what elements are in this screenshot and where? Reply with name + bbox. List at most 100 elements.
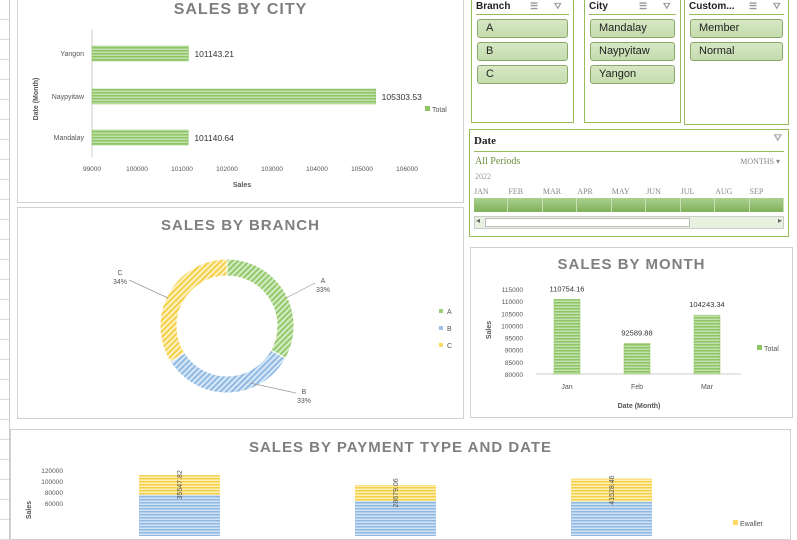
data-label: 28679.06 <box>393 478 400 507</box>
customer-type-slicer[interactable]: Custom... ☰ ⛛ Member Normal <box>684 0 789 125</box>
data-label: 110754.16 <box>550 284 585 293</box>
x-tick-label: Mar <box>701 384 714 391</box>
timeline-month[interactable]: MAR <box>542 187 562 196</box>
timeline-period: All Periods <box>475 156 521 167</box>
bar <box>91 45 189 62</box>
data-label: 105303.53 <box>382 92 422 102</box>
category-label: Naypyitaw <box>52 94 85 101</box>
slicer-item[interactable]: B <box>477 42 568 61</box>
timeline-selection-bar[interactable] <box>474 198 784 212</box>
timeline-month-bar[interactable] <box>715 198 750 212</box>
clear-filter-icon[interactable]: ⛛ <box>773 133 782 144</box>
donut-slice <box>159 258 228 363</box>
sales-by-payment-chart[interactable]: SALES BY PAYMENT TYPE AND DATE 60000 8000… <box>10 429 791 540</box>
timeline-month[interactable]: JAN <box>474 187 489 196</box>
scroll-left-icon[interactable]: ◂ <box>476 216 481 225</box>
city-slicer[interactable]: City ☰ ⛛ Mandalay Naypyitaw Yangon <box>584 0 681 123</box>
data-label: 35547.82 <box>177 470 184 499</box>
slice-percent-label: 33% <box>297 398 311 405</box>
clear-filter-icon[interactable]: ⛛ <box>663 1 671 11</box>
data-label: 101143.21 <box>194 49 234 59</box>
sales-by-city-chart[interactable]: SALES BY CITY Yangon 101143.21 Naypyitaw 10… <box>17 0 464 203</box>
y-tick-label: 100000 <box>41 479 63 486</box>
timeline-year: 2022 <box>475 172 491 181</box>
timeline-month-bar[interactable] <box>750 198 784 212</box>
data-label: 41528.46 <box>609 475 616 504</box>
y-tick-label: 80000 <box>505 372 523 379</box>
x-tick-label: 106000 <box>396 166 418 173</box>
timeline-month[interactable]: AUG <box>715 187 733 196</box>
x-tick-label: Jan <box>561 384 572 391</box>
sales-by-branch-chart[interactable]: SALES BY BRANCH A 33% A B 33% B C 34% C <box>17 207 464 419</box>
x-axis-title: Date (Month) <box>618 403 661 410</box>
legend-swatch <box>439 326 443 330</box>
timeline-month-bar[interactable] <box>508 198 543 212</box>
timeline-month[interactable]: APR <box>577 187 593 196</box>
donut-slice <box>226 258 295 359</box>
y-tick-label: 95000 <box>505 336 523 343</box>
timeline-month-bar[interactable] <box>681 198 716 212</box>
y-tick-label: 120000 <box>41 468 63 475</box>
legend-swatch <box>733 520 738 525</box>
date-timeline[interactable]: Date ⛛ All Periods MONTHS ▾ 2022 JAN FEB M… <box>469 129 789 237</box>
x-tick-label: 105000 <box>351 166 373 173</box>
y-tick-label: 60000 <box>45 501 63 508</box>
multi-select-icon[interactable]: ☰ <box>639 1 648 11</box>
clear-filter-icon[interactable]: ⛛ <box>773 1 781 11</box>
slicer-item[interactable]: C <box>477 65 568 84</box>
legend-swatch <box>425 106 430 111</box>
timeline-month-bar[interactable] <box>543 198 578 212</box>
slice-percent-label: 33% <box>316 287 330 294</box>
timeline-month[interactable]: JUL <box>680 187 695 196</box>
slice-category-label: C <box>117 270 122 277</box>
bar-segment <box>139 494 220 536</box>
sales-by-month-chart[interactable]: SALES BY MONTH 80000 85000 90000 95000 10000… <box>470 247 793 418</box>
city-plot: Yangon 101143.21 Naypyitaw 105303.53 Mandala… <box>33 29 447 189</box>
slicer-title: Custom... <box>689 1 735 12</box>
timeline-month-bar[interactable] <box>612 198 647 212</box>
category-label: Yangon <box>60 51 84 58</box>
leader-line <box>249 382 297 394</box>
timeline-month-bar[interactable] <box>646 198 681 212</box>
multi-select-icon[interactable]: ☰ <box>749 1 758 11</box>
x-tick-label: 102000 <box>216 166 238 173</box>
slicer-item[interactable]: Mandalay <box>590 19 675 38</box>
timeline-month[interactable]: FEB <box>508 187 524 196</box>
bar-segment <box>571 501 652 536</box>
timeline-month[interactable]: JUN <box>646 187 661 196</box>
legend-label: Ewallet <box>740 521 763 528</box>
timeline-scrollbar[interactable]: ◂ ▸ <box>474 216 784 229</box>
multi-select-icon[interactable]: ☰ <box>530 1 539 11</box>
bar <box>693 314 721 375</box>
scroll-right-icon[interactable]: ▸ <box>777 216 782 225</box>
timeline-month[interactable]: MAY <box>611 187 630 196</box>
y-tick-label: 100000 <box>501 323 523 330</box>
data-label: 92589.88 <box>621 328 652 337</box>
slicer-item[interactable]: Naypyitaw <box>590 42 675 61</box>
slicer-item[interactable]: A <box>477 19 568 38</box>
timeline-month-bar[interactable] <box>474 198 509 212</box>
y-tick-label: 85000 <box>505 360 523 367</box>
slicer-title: City <box>589 1 608 12</box>
bar <box>91 88 376 105</box>
slicer-title: Branch <box>476 1 511 12</box>
timeline-month-bar[interactable] <box>577 198 612 212</box>
slicer-item[interactable]: Member <box>690 19 783 38</box>
scroll-thumb[interactable] <box>485 218 690 227</box>
slicer-item[interactable]: Normal <box>690 42 783 61</box>
data-label: 104243.34 <box>689 300 724 309</box>
branch-plot: A 33% A B 33% B C 34% C <box>113 258 452 405</box>
chart-title: SALES BY PAYMENT TYPE AND DATE <box>248 439 553 456</box>
timeline-level-dropdown[interactable]: MONTHS ▾ <box>740 157 780 166</box>
x-tick-label: Feb <box>631 384 643 391</box>
slice-percent-label: 34% <box>113 279 127 286</box>
leader-line <box>128 279 169 299</box>
chart-title: SALES BY CITY <box>173 1 308 18</box>
clear-filter-icon[interactable]: ⛛ <box>554 1 562 11</box>
slice-category-label: B <box>302 389 307 396</box>
timeline-month[interactable]: SEP <box>749 187 764 196</box>
legend-swatch <box>439 343 443 347</box>
bar <box>91 129 189 146</box>
slicer-item[interactable]: Yangon <box>590 65 675 84</box>
